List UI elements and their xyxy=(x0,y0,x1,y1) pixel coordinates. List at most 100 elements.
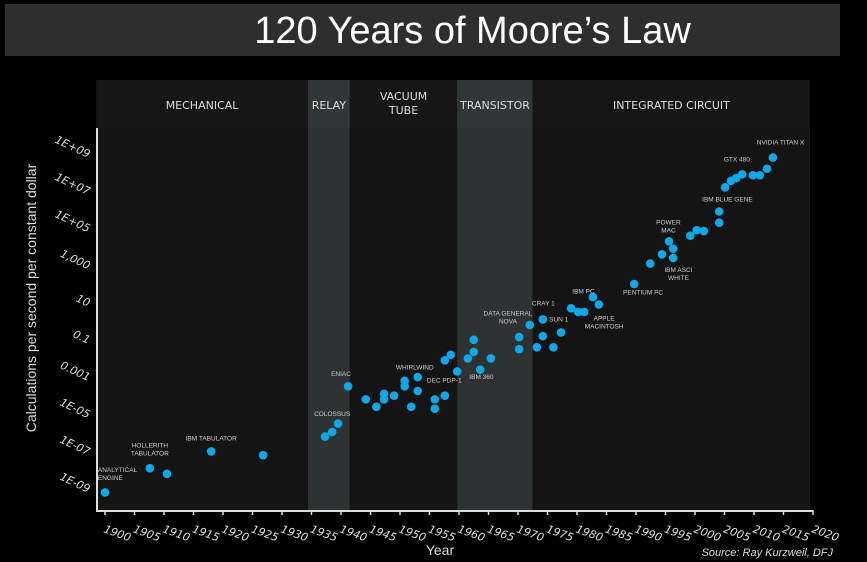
data-point xyxy=(549,343,558,352)
data-point xyxy=(692,225,702,235)
era-label: VACUUM TUBE xyxy=(380,90,427,117)
data-point xyxy=(463,354,473,363)
data-point xyxy=(629,279,639,289)
era-header xyxy=(457,80,533,128)
era-label: MECHANICAL xyxy=(166,99,240,112)
era-header xyxy=(307,80,350,128)
x-tick-label: 1960 xyxy=(456,523,487,545)
data-point xyxy=(748,170,758,180)
data-point xyxy=(100,488,110,497)
point-annotation: ANALYTICAL ENGINE xyxy=(98,467,138,482)
chart-title: 120 Years of Moore’s Law xyxy=(254,10,691,52)
point-annotation: GTX 480 xyxy=(724,156,750,163)
data-point xyxy=(258,450,268,460)
data-point xyxy=(720,183,730,192)
x-tick-label: 1905 xyxy=(131,523,162,545)
data-point xyxy=(525,320,535,330)
x-tick-label: 1935 xyxy=(308,523,339,545)
x-tick-label: 1980 xyxy=(574,523,605,545)
x-tick-label: 1940 xyxy=(338,523,369,545)
x-tick-label: 1975 xyxy=(544,523,575,545)
data-point xyxy=(320,432,330,441)
era-label: TRANSISTOR xyxy=(459,99,530,112)
point-annotation: IBM PC xyxy=(572,288,595,295)
x-tick-label: 1915 xyxy=(190,523,221,545)
data-point xyxy=(668,253,678,263)
data-point xyxy=(737,170,747,179)
data-point xyxy=(755,170,765,180)
data-point xyxy=(685,231,695,240)
point-annotation: SUN 1 xyxy=(549,316,569,323)
x-tick-label: 1945 xyxy=(367,523,398,545)
y-tick-label: 1E+09 xyxy=(53,133,92,160)
data-point xyxy=(556,328,566,337)
era-band xyxy=(349,80,458,510)
era-label: RELAY xyxy=(312,99,347,112)
point-annotation: APPLE MACINTOSH xyxy=(585,315,624,330)
point-annotation: IBM BLUE GENE xyxy=(702,196,753,203)
data-point xyxy=(664,236,674,246)
point-annotation: CRAY 1 xyxy=(532,300,555,307)
data-point xyxy=(714,218,724,227)
data-point xyxy=(699,226,709,236)
data-point xyxy=(762,164,772,174)
data-point xyxy=(588,292,598,302)
x-tick-label: 1900 xyxy=(102,523,133,545)
era-label: INTEGRATED CIRCUIT xyxy=(613,99,730,112)
data-point xyxy=(406,402,416,412)
y-tick-label: 1E-07 xyxy=(58,433,92,458)
x-tick-label: 1920 xyxy=(220,523,251,545)
data-point xyxy=(361,395,371,404)
point-annotation: PENTIUM PC xyxy=(623,289,663,296)
y-tick-label: 1,000 xyxy=(58,247,92,272)
data-point xyxy=(714,207,724,216)
data-point xyxy=(162,469,172,479)
x-axis-label: Year xyxy=(426,542,455,558)
data-point xyxy=(145,463,155,473)
data-point xyxy=(343,382,353,391)
data-point xyxy=(400,382,410,391)
point-annotation: DATA GENERAL NOVA xyxy=(484,311,533,326)
title-bar: 120 Years of Moore’s Law xyxy=(5,4,840,56)
y-tick-label: 0.001 xyxy=(58,359,92,384)
data-point xyxy=(532,343,542,352)
x-tick-label: 1990 xyxy=(633,523,664,545)
data-point xyxy=(538,331,548,341)
y-tick-label: 0.1 xyxy=(71,328,92,347)
y-tick-label: 1E+07 xyxy=(53,170,92,197)
era-band xyxy=(457,80,533,510)
data-point xyxy=(514,344,524,354)
source-note: Source: Ray Kurzweil, DFJ xyxy=(702,547,834,559)
data-point xyxy=(475,365,485,374)
point-annotation: IBM ASCI WHITE xyxy=(664,267,692,282)
point-annotation: IBM TABULATOR xyxy=(186,435,237,442)
x-tick-label: 1925 xyxy=(249,523,280,545)
x-tick-label: 2005 xyxy=(721,523,752,545)
x-tick-label: 2020 xyxy=(810,523,841,545)
data-point xyxy=(486,354,496,363)
point-annotation: DEC PDP-1 xyxy=(427,378,462,385)
data-point xyxy=(579,307,589,317)
data-point xyxy=(333,419,343,428)
data-point xyxy=(379,395,389,404)
y-tick-label: 1E-05 xyxy=(58,396,92,421)
era-header xyxy=(96,80,308,128)
y-axis-label: Calculations per second per constant dol… xyxy=(23,163,39,432)
data-point xyxy=(430,395,440,404)
data-point xyxy=(413,386,423,396)
y-tick-label: 1E-09 xyxy=(58,470,92,495)
data-point xyxy=(389,391,399,400)
data-point xyxy=(452,367,462,376)
era-header xyxy=(532,80,811,128)
data-point xyxy=(430,404,440,413)
data-point xyxy=(413,372,423,382)
x-tick-label: 1930 xyxy=(279,523,310,545)
x-tick-label: 1965 xyxy=(485,523,516,545)
x-tick-label: 1995 xyxy=(662,523,693,545)
point-annotation: NVIDIA TITAN X xyxy=(757,140,805,147)
data-point xyxy=(440,356,450,365)
point-annotation: POWER MAC xyxy=(656,220,681,235)
point-annotation: COLOSSUS xyxy=(314,411,351,418)
data-point xyxy=(514,332,524,342)
